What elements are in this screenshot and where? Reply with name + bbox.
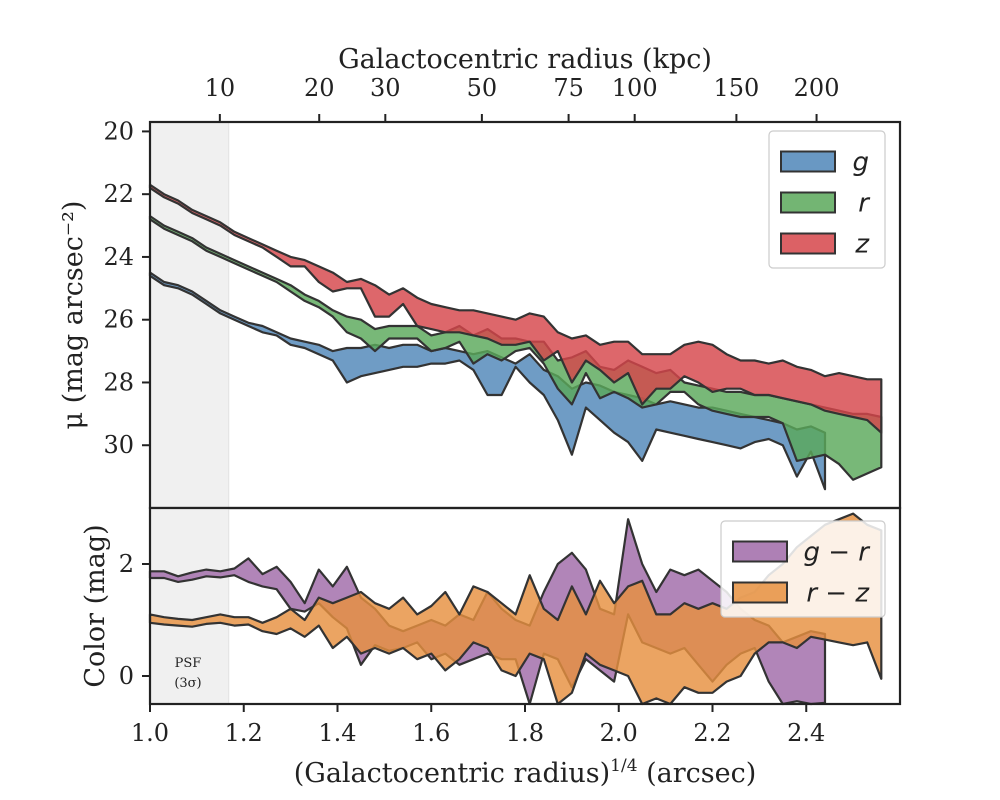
bottom-y-axis-label: Color (mag) (80, 524, 111, 687)
x-tick-label: 1.0 (131, 719, 169, 747)
psf-annotation-line-2: (3σ) (174, 676, 201, 691)
top-x-tick-label: 50 (467, 74, 498, 102)
x-axis-label: (Galactocentric radius)1/4 (arcsec) (294, 756, 757, 789)
top-y-tick-label: 30 (103, 431, 134, 459)
sb-band-2 (148, 183, 883, 434)
color-panel: 02 1.0 1.2 1.4 1.6 1.8 2.0 2.2 2.4 Color (mag) … (80, 506, 902, 789)
bottom-legend: g − r r − z (720, 520, 886, 618)
bottom-y-ticks: 02 (119, 550, 150, 690)
top-legend-swatch (780, 232, 836, 255)
x-tick-label: 2.4 (787, 719, 825, 747)
x-tick-label: 1.8 (506, 719, 544, 747)
top-y-tick-label: 20 (103, 117, 134, 145)
top-y-tick-label: 22 (103, 180, 134, 208)
x-tick-label: 1.6 (412, 719, 450, 747)
top-x-tick-label: 75 (553, 74, 584, 102)
x-tick-label: 2.0 (600, 719, 638, 747)
x-axis-label-main: (Galactocentric radius) (294, 758, 610, 789)
bottom-y-tick-label: 2 (119, 550, 134, 578)
top-x-tick-label: 20 (304, 74, 335, 102)
surface-brightness-areas (148, 183, 883, 491)
top-y-ticks: 20 22 24 26 28 30 (103, 117, 150, 459)
psf-shade-bottom (149, 507, 230, 705)
top-legend: grz (768, 130, 886, 269)
top-y-tick-label: 24 (103, 243, 134, 271)
bottom-x-ticks: 1.0 1.2 1.4 1.6 1.8 2.0 2.2 2.4 (131, 704, 825, 747)
psf-annotation-line-1: PSF (175, 656, 202, 671)
top-y-axis-label: μ (mag arcsec⁻²) (58, 201, 89, 430)
top-legend-swatch (780, 191, 836, 214)
top-x-ticks: 10 20 30 50 75 100 150 200 (205, 74, 840, 122)
top-x-tick-label: 200 (794, 74, 840, 102)
bottom-legend-swatch (732, 540, 788, 563)
bottom-legend-swatch (732, 581, 788, 604)
top-legend-label: g (852, 148, 869, 178)
top-x-tick-label: 10 (205, 74, 236, 102)
top-x-tick-label: 150 (714, 74, 760, 102)
x-tick-label: 1.4 (318, 719, 356, 747)
top-x-tick-label: 100 (612, 74, 658, 102)
top-legend-swatch (780, 150, 836, 173)
bottom-y-tick-label: 0 (119, 662, 134, 690)
top-y-tick-label: 26 (103, 306, 134, 334)
color-band-1 (148, 512, 883, 706)
x-tick-label: 1.2 (225, 719, 263, 747)
bottom-legend-label: r − z (806, 579, 870, 609)
x-axis-label-superscript: 1/4 (610, 756, 637, 776)
top-legend-label: r (858, 189, 871, 219)
psf-shade-top (149, 121, 230, 509)
top-y-tick-label: 28 (103, 368, 134, 396)
top-x-tick-label: 30 (370, 74, 401, 102)
top-legend-label: z (854, 230, 870, 260)
x-tick-label: 2.2 (693, 719, 731, 747)
surface-brightness-panel: 20 22 24 26 28 30 10 20 30 50 75 100 150 200 Galacto… (58, 44, 902, 510)
sb-band-1 (148, 215, 883, 481)
top-axis-label: Galactocentric radius (kpc) (338, 44, 712, 75)
bottom-legend-label: g − r (803, 538, 871, 568)
x-axis-label-tail: (arcsec) (638, 758, 757, 789)
